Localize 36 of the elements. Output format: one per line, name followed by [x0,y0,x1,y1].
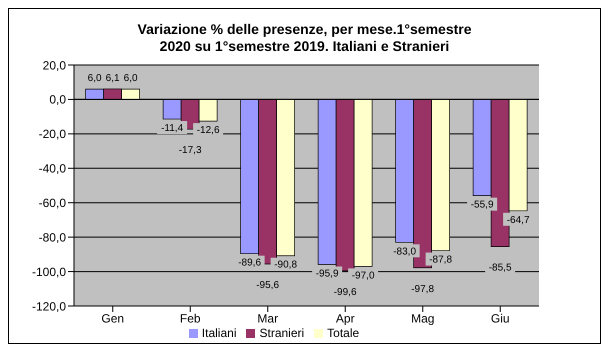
y-tick-label: -120,0 [32,299,66,314]
data-label: -89,6 [238,258,262,269]
data-label: -12,6 [196,125,220,136]
data-label: -97,0 [352,270,375,282]
x-tick-label: Mar [257,312,278,326]
y-tick-label: 0,0 [49,92,66,107]
y-tick-label: -60,0 [38,196,66,210]
chart-title: Variazione % delle presenze, per mese.1°semestre 2020 su 1°semestre 2019. Italiani e Stranieri [136,20,472,55]
data-label: -97,8 [411,284,434,295]
data-label: -85,5 [488,262,512,274]
x-tick-label: Apr [336,312,355,326]
legend-label: Italiani [202,326,236,340]
data-label: 6,0 [88,73,102,84]
y-tick-label: -40,0 [38,162,66,176]
y-tick-label: -100,0 [32,264,66,279]
data-label: -55,9 [470,200,494,211]
data-label: -17,3 [178,145,202,156]
x-tick-label: Gen [101,312,124,326]
legend-label: Totale [327,326,360,340]
y-tick-label: -20,0 [38,127,66,142]
data-label: -64,7 [506,214,530,226]
data-label: -90,8 [274,260,298,271]
x-tick-label: Giu [490,312,510,326]
data-label: -95,9 [316,268,339,280]
data-label: -95,6 [256,280,280,291]
data-label: -11,4 [161,123,184,134]
data-label: -83,0 [393,246,416,258]
x-tick-label: Mag [411,312,434,326]
data-label: -99,6 [334,286,357,298]
y-tick-label: 20,0 [42,58,66,72]
legend-label: Stranieri [259,326,304,340]
x-tick-label: Feb [180,312,201,326]
data-label: -87,8 [429,254,452,266]
data-label: 6,0 [124,73,138,84]
y-tick-label: -80,0 [38,230,66,244]
data-label: 6,1 [106,72,120,84]
